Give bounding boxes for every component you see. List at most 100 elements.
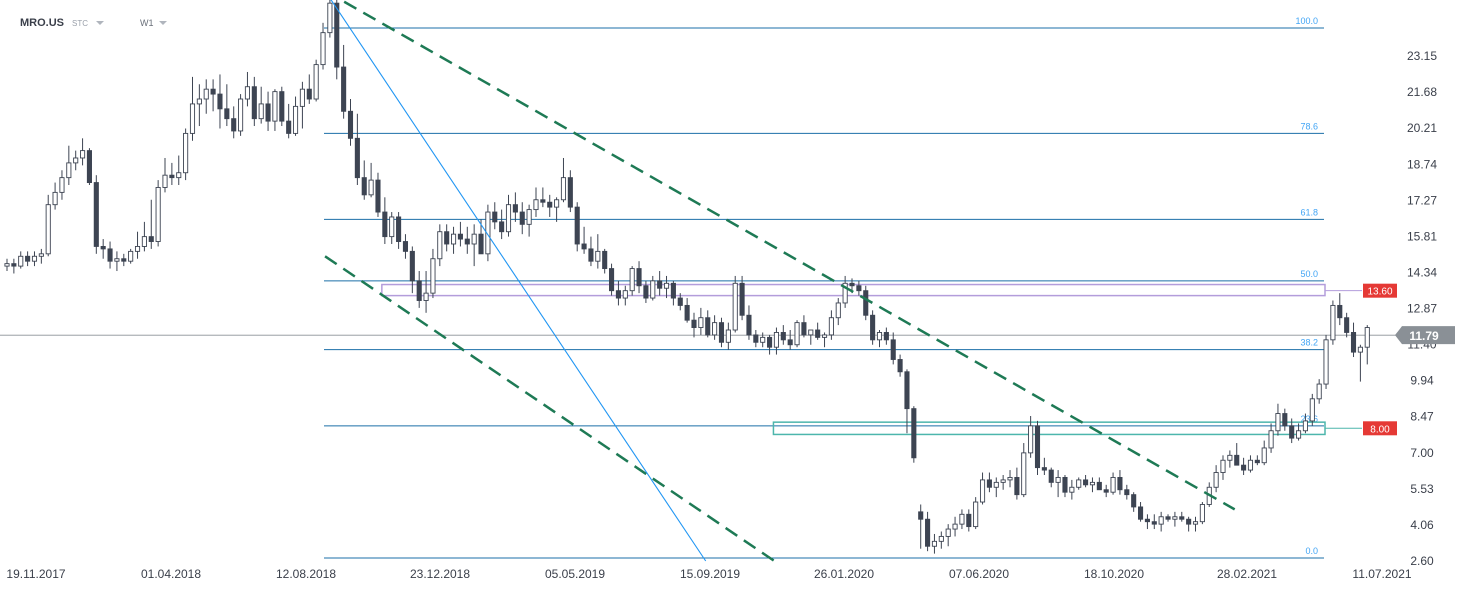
candle-body <box>911 408 917 459</box>
candle-body <box>341 66 347 112</box>
candle-body <box>375 179 381 213</box>
candle-body <box>1144 518 1150 523</box>
candle-body <box>1227 454 1233 461</box>
candle-body <box>327 2 333 34</box>
current-price-label: 11.79 <box>1409 329 1439 343</box>
candle-body <box>134 246 141 252</box>
candle-body <box>272 91 278 122</box>
candle-body <box>712 322 718 336</box>
y-tick-label: 14.34 <box>1407 265 1437 279</box>
candle-body <box>560 177 567 201</box>
candle-body <box>217 93 223 110</box>
candle-body <box>636 268 642 287</box>
candle-body <box>1110 476 1116 493</box>
candle-body <box>1076 479 1082 488</box>
candle-body <box>1220 459 1226 473</box>
candle-body <box>1296 430 1302 439</box>
candle-body <box>169 174 175 179</box>
candle-body <box>93 182 99 247</box>
candle-body <box>1014 476 1020 496</box>
candle-body <box>684 304 690 321</box>
candle-body <box>464 238 470 245</box>
candle-body <box>815 329 821 338</box>
fibo-label: 23.6 <box>1300 414 1318 424</box>
candle-body <box>80 150 86 159</box>
candle-body <box>38 253 44 257</box>
fibo-label: 100.0 <box>1295 16 1318 26</box>
candle-body <box>451 233 457 245</box>
candle-body <box>1316 383 1322 400</box>
candle-body <box>485 211 491 255</box>
candle-body <box>25 255 31 262</box>
timeframe-label[interactable]: W1 <box>140 18 154 28</box>
price-zone <box>772 421 1326 436</box>
candle-body <box>306 88 312 100</box>
candle-body <box>114 258 120 262</box>
current-price-badge <box>1395 326 1455 345</box>
candle-body <box>292 105 299 134</box>
candle-body <box>1089 481 1096 486</box>
fibo-label: 78.6 <box>1300 121 1318 131</box>
x-tick-label: 05.05.2019 <box>545 567 605 581</box>
candle-body <box>155 187 161 242</box>
candle-body <box>334 2 340 68</box>
candle-body <box>1247 459 1254 471</box>
candle-body <box>86 150 92 184</box>
fibo-label: 0.0 <box>1305 546 1318 556</box>
candle-body <box>1254 459 1260 464</box>
candle-body <box>251 86 257 120</box>
trendline <box>338 0 1236 511</box>
candle-body <box>1124 489 1130 496</box>
candle-body <box>512 204 518 213</box>
candle-body <box>732 282 738 331</box>
candle-body <box>883 332 889 341</box>
candle-body <box>148 236 154 242</box>
candle-body <box>244 86 251 100</box>
candle-body <box>581 243 587 250</box>
candle-body <box>1028 425 1034 454</box>
candle-body <box>1117 476 1123 491</box>
candle-body <box>183 132 189 174</box>
x-tick-label: 28.02.2021 <box>1217 567 1277 581</box>
candle-body <box>615 290 621 299</box>
symbol-label[interactable]: MRO.US <box>20 17 64 29</box>
candle-body <box>835 302 841 319</box>
candle-body <box>677 297 683 306</box>
y-tick-label: 12.87 <box>1407 302 1437 316</box>
candle-body <box>1199 504 1205 523</box>
candle-body <box>107 248 113 262</box>
candle-body <box>1172 516 1178 520</box>
y-tick-label: 5.53 <box>1410 482 1434 496</box>
timeframe-chevron-down-icon[interactable] <box>159 21 167 25</box>
candle-body <box>354 137 360 179</box>
x-tick-label: 19.11.2017 <box>6 567 65 581</box>
candle-body <box>265 103 271 122</box>
candle-body <box>1021 452 1027 496</box>
candle-body <box>59 177 65 193</box>
y-tick-label: 2.60 <box>1410 554 1434 568</box>
candle-body <box>499 221 505 233</box>
candle-body <box>437 231 443 260</box>
instrument-type-chevron-down-icon[interactable] <box>96 21 104 25</box>
y-tick-label: 20.21 <box>1407 121 1437 135</box>
candle-body <box>1344 317 1350 333</box>
candle-body <box>945 528 951 537</box>
instrument-type-label[interactable]: STC <box>72 19 88 28</box>
candle-body <box>821 334 828 338</box>
candle-body <box>1282 413 1288 427</box>
candle-body <box>444 231 450 245</box>
candle-body <box>1234 454 1240 466</box>
candle-body <box>787 339 793 346</box>
candle-body <box>141 236 147 247</box>
candle-body <box>1302 420 1308 432</box>
candle-body <box>897 359 903 373</box>
candle-body <box>794 322 800 346</box>
x-tick-label: 11.07.2021 <box>1352 567 1411 581</box>
candle-body <box>986 479 992 488</box>
level-badge-label: 13.60 <box>1367 287 1392 298</box>
trendline <box>330 0 707 562</box>
candle-body <box>870 314 876 341</box>
candle-body <box>299 88 305 107</box>
level-badge-label: 8.00 <box>1370 424 1390 435</box>
